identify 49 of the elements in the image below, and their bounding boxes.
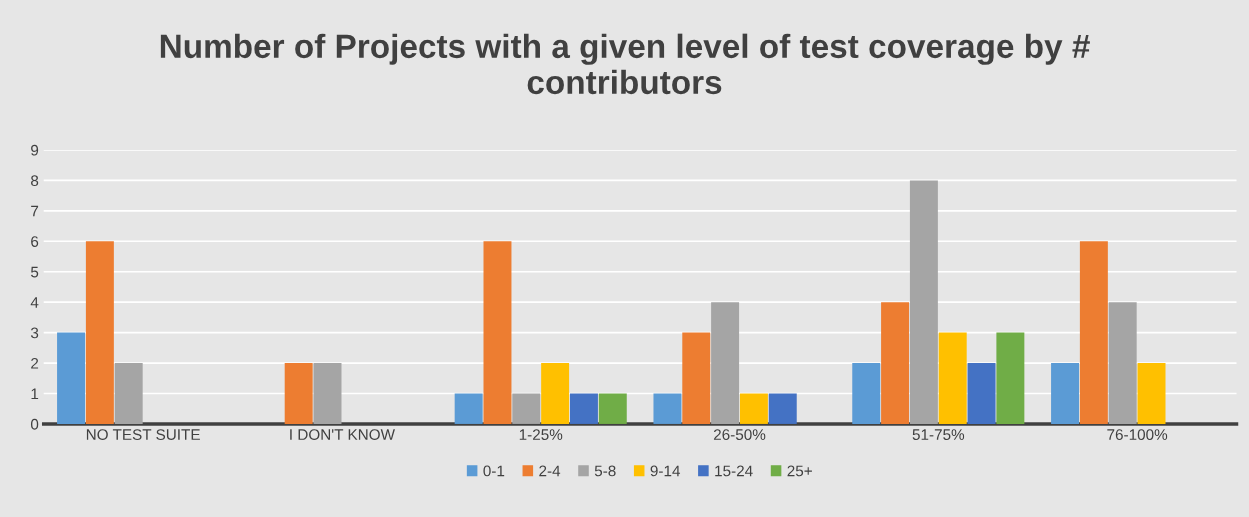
y-tick-label: 0 [30, 418, 39, 430]
x-tick-label: 76-100% [1107, 429, 1168, 441]
bar [1079, 241, 1108, 424]
bar [938, 332, 967, 424]
bar [711, 302, 740, 424]
y-tick-label: 7 [31, 205, 39, 217]
y-tick-label: 6 [31, 236, 39, 247]
legend-label: 25+ [787, 465, 812, 477]
bar [653, 393, 682, 424]
bar [852, 363, 881, 424]
bar [967, 363, 996, 424]
legend-label: 15-24 [715, 465, 753, 477]
bar [1051, 363, 1080, 424]
bar [598, 393, 627, 424]
legend-label: 9-14 [650, 465, 681, 477]
y-tick-label: 2 [31, 357, 39, 369]
bar [569, 393, 598, 424]
y-tick-label: 1 [31, 388, 39, 400]
x-tick-label: 1-25% [519, 429, 563, 441]
bar [881, 302, 910, 424]
bar [682, 332, 711, 424]
legend-label: 2-4 [539, 465, 561, 477]
bar [483, 241, 512, 424]
bar [512, 393, 541, 424]
legend-label: 5-8 [594, 465, 616, 477]
y-tick-label: 4 [30, 297, 39, 308]
y-tick-label: 8 [31, 175, 39, 187]
bar [909, 180, 938, 424]
bar [1108, 302, 1137, 424]
bar [996, 332, 1025, 424]
y-tick-label: 9 [31, 144, 39, 156]
bar [1137, 363, 1166, 424]
bar [541, 363, 570, 424]
bar [768, 393, 797, 424]
x-tick-label: NO TEST SUITE [86, 429, 200, 441]
bar [739, 393, 768, 424]
chart-title: Number of Projects with a given level of test coverage by # contributors [160, 33, 1090, 95]
y-tick-label: 5 [30, 266, 39, 278]
bar [85, 241, 114, 424]
x-tick-label: I DON'T KNOW [290, 429, 395, 441]
legend-label: 0-1 [483, 465, 505, 477]
bar [454, 393, 483, 424]
x-tick-label: 51-75% [912, 429, 965, 441]
x-tick-label: 26-50% [713, 429, 766, 441]
bar [284, 363, 313, 424]
bar [114, 363, 143, 424]
y-tick-label: 3 [30, 327, 39, 339]
bar [57, 332, 86, 424]
bar [313, 363, 342, 424]
